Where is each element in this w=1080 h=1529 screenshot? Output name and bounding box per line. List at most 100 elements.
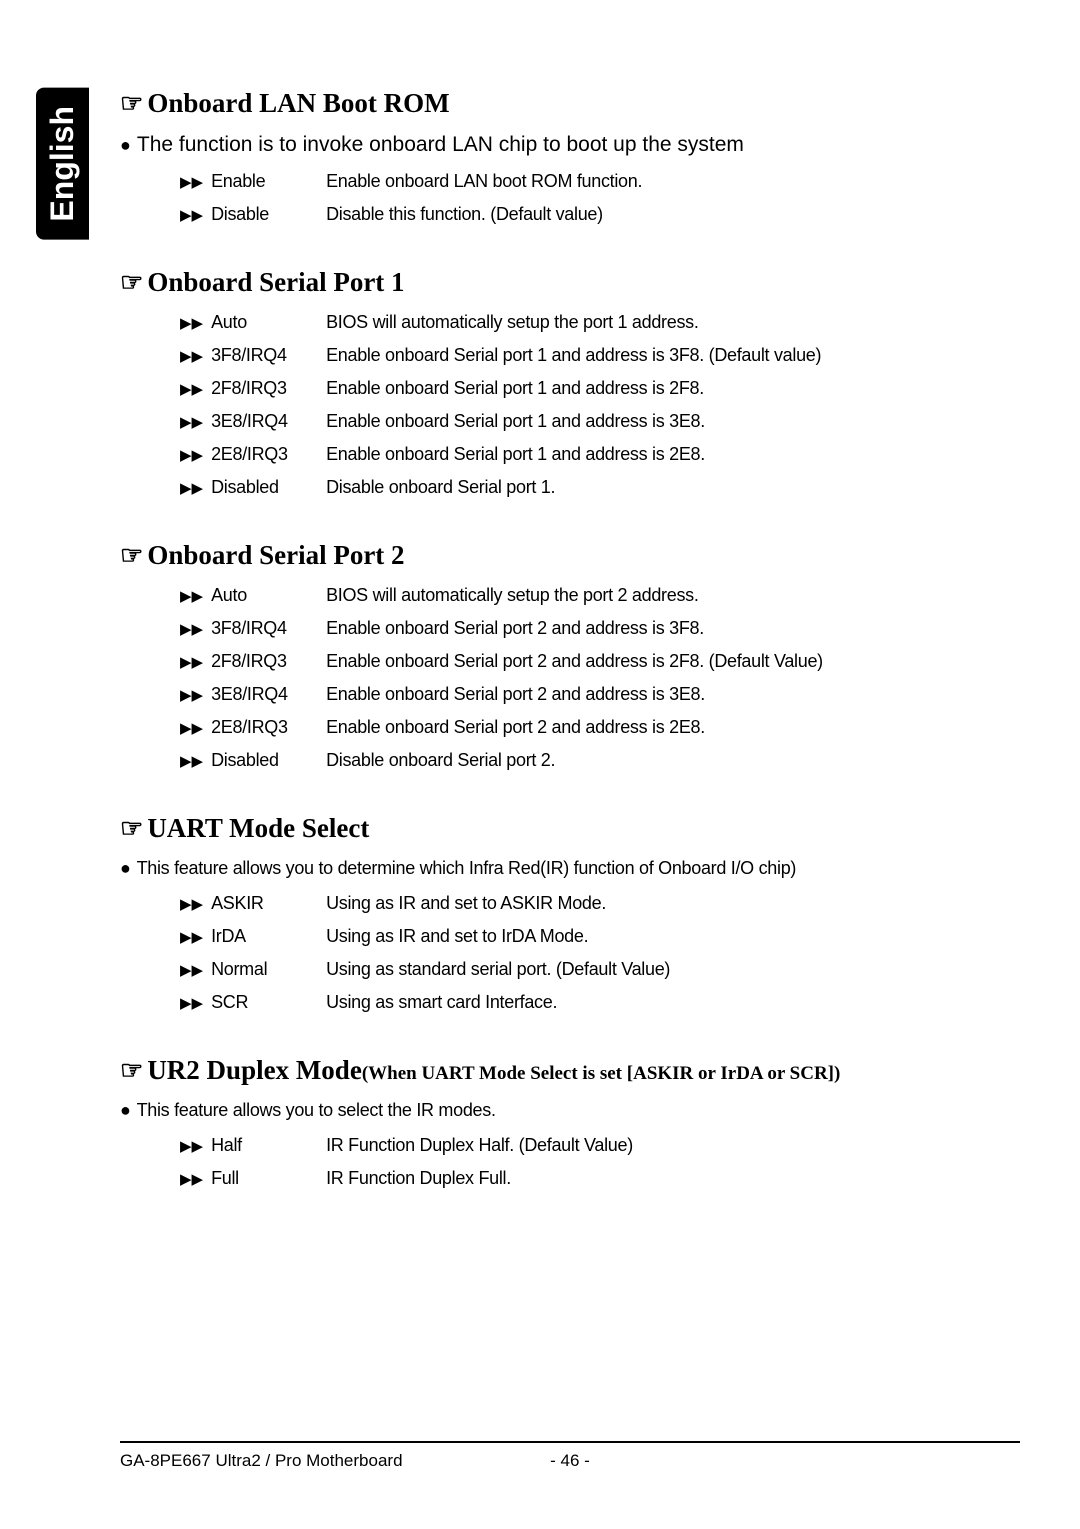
arrow-icon: ▶▶ xyxy=(180,719,203,737)
language-tab: English xyxy=(36,88,89,240)
option-row: ▶▶DisabledDisable onboard Serial port 1. xyxy=(180,477,1020,498)
option-label: 3E8/IRQ4 xyxy=(211,411,326,432)
option-description: IR Function Duplex Half. (Default Value) xyxy=(326,1135,633,1156)
option-description: Enable onboard Serial port 1 and address… xyxy=(326,444,705,465)
option-row: ▶▶ DisabledDisable onboard Serial port 2. xyxy=(180,750,1020,771)
arrow-icon: ▶▶ xyxy=(180,479,203,497)
option-row: ▶▶ IrDAUsing as IR and set to IrDA Mode. xyxy=(180,926,1020,947)
option-label: Half xyxy=(211,1135,326,1156)
option-description: Using as IR and set to ASKIR Mode. xyxy=(326,893,606,914)
arrow-icon: ▶▶ xyxy=(180,928,203,946)
option-label: IrDA xyxy=(211,926,326,947)
arrow-icon: ▶▶ xyxy=(180,895,203,913)
section-intro-text: This feature allows you to determine whi… xyxy=(137,858,797,878)
option-label: 3E8/IRQ4 xyxy=(211,684,326,705)
pointing-hand-icon: ☞ xyxy=(120,814,143,843)
bullet-icon: ● xyxy=(120,1100,131,1120)
option-description: Enable onboard Serial port 2 and address… xyxy=(326,717,705,738)
option-label: Disabled xyxy=(211,477,326,498)
option-label: 2E8/IRQ3 xyxy=(211,444,326,465)
page-content: ☞Onboard LAN Boot ROM●The function is to… xyxy=(120,88,1020,1231)
footer-product: GA-8PE667 Ultra2 / Pro Motherboard xyxy=(120,1451,520,1471)
option-row: ▶▶3F8/IRQ4Enable onboard Serial port 2 a… xyxy=(180,618,1020,639)
arrow-icon: ▶▶ xyxy=(180,446,203,464)
option-row: ▶▶ 2E8/IRQ3Enable onboard Serial port 2 a… xyxy=(180,717,1020,738)
arrow-icon: ▶▶ xyxy=(180,620,203,638)
bullet-icon: ● xyxy=(120,135,131,155)
option-row: ▶▶ HalfIR Function Duplex Half. (Default … xyxy=(180,1135,1020,1156)
option-row: ▶▶ 3E8/IRQ4Enable onboard Serial port 2 a… xyxy=(180,684,1020,705)
option-label: ASKIR xyxy=(211,893,326,914)
option-description: Using as IR and set to IrDA Mode. xyxy=(326,926,588,947)
arrow-icon: ▶▶ xyxy=(180,206,203,224)
section-intro: ● This feature allows you to select the I… xyxy=(120,1100,1020,1121)
section-subtitle: (When UART Mode Select is set [ASKIR or … xyxy=(362,1063,841,1084)
section: ☞Onboard Serial Port 1 ▶▶ AutoBIOS will au… xyxy=(120,267,1020,498)
option-description: Enable onboard Serial port 1 and address… xyxy=(326,378,704,399)
section-title: ☞UART Mode Select xyxy=(120,813,1020,844)
option-label: Auto xyxy=(211,585,326,606)
arrow-icon: ▶▶ xyxy=(180,994,203,1012)
section: ☞Onboard LAN Boot ROM ● The function is to… xyxy=(120,88,1020,225)
option-description: Disable onboard Serial port 2. xyxy=(326,750,555,771)
option-description: Enable onboard Serial port 1 and address… xyxy=(326,411,705,432)
arrow-icon: ▶▶ xyxy=(180,413,203,431)
arrow-icon: ▶▶ xyxy=(180,961,203,979)
section-title: ☞Onboard Serial Port 2 xyxy=(120,540,1020,571)
option-description: Enable onboard Serial port 1 and address… xyxy=(326,345,821,366)
arrow-icon: ▶▶ xyxy=(180,347,203,365)
footer-page-number: - 46 - xyxy=(520,1451,620,1471)
option-description: Enable onboard Serial port 2 and address… xyxy=(326,684,705,705)
option-row: ▶▶ AutoBIOS will automatically setup the … xyxy=(180,312,1020,333)
arrow-icon: ▶▶ xyxy=(180,1137,203,1155)
section-title: ☞Onboard LAN Boot ROM xyxy=(120,88,1020,119)
option-row: ▶▶EnableEnable onboard LAN boot ROM func… xyxy=(180,171,1020,192)
option-label: 2F8/IRQ3 xyxy=(211,651,326,672)
option-label: SCR xyxy=(211,992,326,1013)
arrow-icon: ▶▶ xyxy=(180,752,203,770)
section-title: ☞UR2 Duplex Mode(When UART Mode Select i… xyxy=(120,1055,1020,1086)
arrow-icon: ▶▶ xyxy=(180,587,203,605)
arrow-icon: ▶▶ xyxy=(180,653,203,671)
option-row: ▶▶ AutoBIOS will automatically setup the … xyxy=(180,585,1020,606)
option-description: Using as smart card Interface. xyxy=(326,992,557,1013)
pointing-hand-icon: ☞ xyxy=(120,541,143,570)
option-label: Disabled xyxy=(211,750,326,771)
option-label: 2E8/IRQ3 xyxy=(211,717,326,738)
option-description: BIOS will automatically setup the port 2… xyxy=(326,585,699,606)
page-footer: GA-8PE667 Ultra2 / Pro Motherboard - 46 … xyxy=(120,1441,1020,1471)
bullet-icon: ● xyxy=(120,858,131,878)
option-label: Disable xyxy=(211,204,326,225)
pointing-hand-icon: ☞ xyxy=(120,1056,143,1085)
option-row: ▶▶ SCRUsing as smart card Interface. xyxy=(180,992,1020,1013)
option-description: Using as standard serial port. (Default … xyxy=(326,959,670,980)
arrow-icon: ▶▶ xyxy=(180,686,203,704)
option-row: ▶▶ 2E8/IRQ3Enable onboard Serial port 1 a… xyxy=(180,444,1020,465)
section-title: ☞Onboard Serial Port 1 xyxy=(120,267,1020,298)
option-label: 2F8/IRQ3 xyxy=(211,378,326,399)
option-row: ▶▶3F8/IRQ4Enable onboard Serial port 1 a… xyxy=(180,345,1020,366)
footer-spacer xyxy=(620,1451,1020,1471)
section-intro-text: This feature allows you to select the IR… xyxy=(137,1100,496,1120)
pointing-hand-icon: ☞ xyxy=(120,268,143,297)
option-description: BIOS will automatically setup the port 1… xyxy=(326,312,699,333)
option-label: Enable xyxy=(211,171,326,192)
option-row: ▶▶ 3E8/IRQ4Enable onboard Serial port 1 a… xyxy=(180,411,1020,432)
section-title-text: Onboard Serial Port 1 xyxy=(147,267,404,297)
arrow-icon: ▶▶ xyxy=(180,173,203,191)
option-label: Normal xyxy=(211,959,326,980)
option-row: ▶▶DisableDisable this function. (Default… xyxy=(180,204,1020,225)
section: ☞UART Mode Select ● This feature allows yo… xyxy=(120,813,1020,1013)
section: ☞UR2 Duplex Mode(When UART Mode Select i… xyxy=(120,1055,1020,1189)
option-description: Enable onboard Serial port 2 and address… xyxy=(326,618,704,639)
pointing-hand-icon: ☞ xyxy=(120,89,143,118)
section: ☞Onboard Serial Port 2 ▶▶ AutoBIOS will au… xyxy=(120,540,1020,771)
section-title-text: UR2 Duplex Mode xyxy=(147,1055,362,1085)
option-label: Full xyxy=(211,1168,326,1189)
section-intro-text: The function is to invoke onboard LAN ch… xyxy=(137,133,744,156)
section-title-text: Onboard LAN Boot ROM xyxy=(147,88,449,118)
arrow-icon: ▶▶ xyxy=(180,380,203,398)
option-row: ▶▶2F8/IRQ3Enable onboard Serial port 2 a… xyxy=(180,651,1020,672)
arrow-icon: ▶▶ xyxy=(180,314,203,332)
option-label: Auto xyxy=(211,312,326,333)
